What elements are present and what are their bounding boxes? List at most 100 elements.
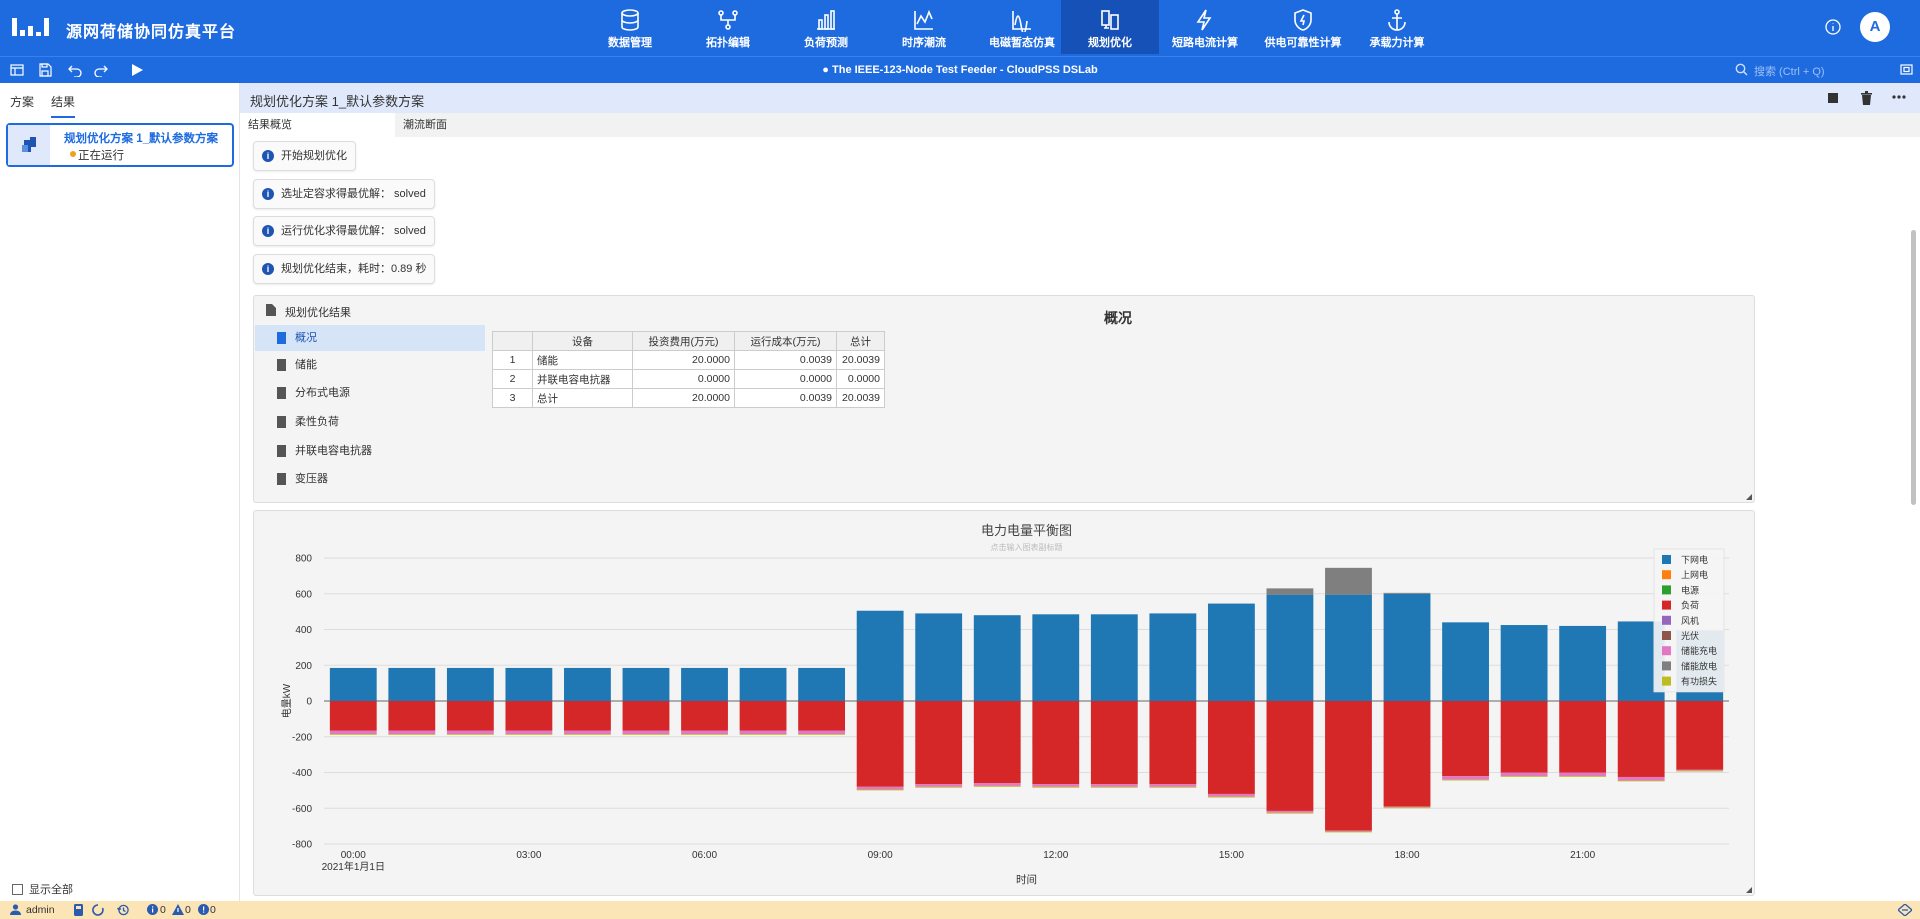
document-icon xyxy=(277,416,286,428)
bar-segment xyxy=(1266,588,1314,595)
tab-plans[interactable]: 方案 xyxy=(10,95,35,109)
document-icon xyxy=(277,332,286,344)
resize-handle-icon[interactable] xyxy=(1746,887,1752,893)
nav-data-management[interactable]: 数据管理 xyxy=(581,0,679,54)
bar-segment xyxy=(915,784,963,787)
tab-results[interactable]: 结果 xyxy=(51,93,76,118)
log-message-text: 运行优化求得最优解： solved xyxy=(281,225,426,237)
planning-document-icon xyxy=(22,137,36,152)
info-count-icon[interactable] xyxy=(147,904,158,915)
bar-segment xyxy=(1207,796,1255,798)
anchor-icon xyxy=(1388,9,1406,31)
document-icon xyxy=(277,387,286,399)
bar-segment xyxy=(1207,603,1255,701)
storage-icon[interactable] xyxy=(74,904,83,916)
bar-segment xyxy=(1442,776,1489,780)
database-icon xyxy=(621,9,639,31)
warning-count-icon[interactable] xyxy=(172,904,184,915)
result-item-overview[interactable]: 概况 xyxy=(255,325,485,351)
info-icon[interactable] xyxy=(1825,19,1841,35)
bar-segment xyxy=(739,730,787,735)
delete-icon[interactable] xyxy=(1860,91,1873,105)
document-title: ● The IEEE-123-Node Test Feeder - CloudP… xyxy=(822,64,1098,76)
more-options-icon[interactable] xyxy=(1892,94,1906,100)
table-cell: 20.0039 xyxy=(836,350,885,370)
nav-load-forecast[interactable]: 负荷预测 xyxy=(777,0,875,54)
user-icon xyxy=(10,904,21,915)
nav-hosting-capacity[interactable]: 承载力计算 xyxy=(1348,0,1446,54)
show-all-checkbox[interactable]: 显示全部 xyxy=(12,881,73,897)
table-row: 2 并联电容电抗器 0.0000 0.0000 0.0000 xyxy=(492,369,885,389)
status-user[interactable]: admin xyxy=(26,904,55,916)
result-item-storage[interactable]: 储能 xyxy=(255,352,485,378)
table-row: 1 储能 20.0000 0.0039 20.0039 xyxy=(492,350,885,370)
undo-icon[interactable] xyxy=(68,63,82,77)
error-count-icon[interactable] xyxy=(198,904,209,915)
stop-icon[interactable] xyxy=(1827,92,1839,104)
plan-card[interactable]: 规划优化方案 1_默认参数方案 正在运行 xyxy=(6,123,234,167)
x-tick-label: 18:00 xyxy=(1395,850,1420,861)
result-item-shunt-capacitor-reactor[interactable]: 并联电容电抗器 xyxy=(255,438,485,464)
result-panel-title: 规划优化结果 xyxy=(285,307,351,319)
column-header: 设备 xyxy=(532,331,633,351)
nav-label: 负荷预测 xyxy=(804,37,848,49)
result-item-transformer[interactable]: 变压器 xyxy=(255,466,485,492)
nav-label: 数据管理 xyxy=(608,37,652,49)
x-tick-label: 03:00 xyxy=(516,850,541,861)
x-tick-label: 21:00 xyxy=(1570,850,1595,861)
log-message-text: 规划优化结束，耗时：0.89 秒 xyxy=(281,263,427,275)
table-cell: 1 xyxy=(492,350,533,370)
bar-segment xyxy=(798,730,846,735)
redo-icon[interactable] xyxy=(94,63,108,77)
legend-swatch xyxy=(1662,661,1671,671)
nav-time-series-flow[interactable]: 时序潮流 xyxy=(875,0,973,54)
table-row: 3 总计 20.0000 0.0039 20.0039 xyxy=(492,388,885,408)
feedback-icon[interactable] xyxy=(1898,904,1912,916)
y-tick-label: -600 xyxy=(292,804,312,815)
bar-segment xyxy=(622,730,670,735)
legend-swatch xyxy=(1662,646,1671,656)
fullscreen-icon[interactable] xyxy=(1900,63,1913,76)
layout-icon[interactable] xyxy=(10,63,24,77)
nav-em-transient[interactable]: 电磁暂态仿真 xyxy=(973,0,1071,54)
save-icon[interactable] xyxy=(38,63,52,77)
x-tick-label: 12:00 xyxy=(1043,850,1068,861)
nav-supply-reliability[interactable]: 供电可靠性计算 xyxy=(1254,0,1352,54)
bar-segment xyxy=(1442,622,1489,701)
main-area: 规划优化方案 1_默认参数方案 结果概览 潮流断面 i 开始规划优化 i 选址定容求… xyxy=(240,83,1920,901)
info-circle-icon: i xyxy=(262,150,274,162)
bar-segment xyxy=(1149,613,1197,701)
y-tick-label: -400 xyxy=(292,768,312,779)
y-tick-label: -800 xyxy=(292,840,312,851)
bar-segment xyxy=(388,667,436,701)
nav-planning-optimization[interactable]: 规划优化 xyxy=(1061,0,1159,54)
power-balance-chart-panel: 电力电量平衡图 点击输入图表副标题 800 600 400 200 0 -200 -400 -60… xyxy=(253,510,1755,896)
result-content: i 开始规划优化 i 选址定容求得最优解： solved i 运行优化求得最优解： s… xyxy=(240,137,1920,901)
result-item-flexible-load[interactable]: 柔性负荷 xyxy=(255,409,485,435)
bar-segment xyxy=(915,786,963,788)
document-icon xyxy=(277,359,286,371)
history-icon[interactable] xyxy=(117,904,129,916)
tab-result-overview[interactable]: 结果概览 xyxy=(240,113,395,137)
scrollbar-thumb[interactable] xyxy=(1911,230,1916,505)
run-icon[interactable] xyxy=(130,63,144,77)
app-title: 源网荷储协同仿真平台 xyxy=(66,24,237,41)
result-item-distributed-generation[interactable]: 分布式电源 xyxy=(255,380,485,406)
bar-segment xyxy=(1559,776,1607,777)
search-input[interactable]: 搜索 (Ctrl + Q) xyxy=(1735,62,1885,78)
nav-topology-edit[interactable]: 拓扑编辑 xyxy=(679,0,777,54)
resize-handle-icon[interactable] xyxy=(1746,494,1752,500)
tab-strip-filler xyxy=(775,113,1920,137)
chart-subtitle: 点击输入图表副标题 xyxy=(991,542,1063,552)
nav-short-circuit[interactable]: 短路电流计算 xyxy=(1156,0,1254,54)
table-cell: 20.0000 xyxy=(632,388,735,408)
tab-power-flow-section[interactable]: 潮流断面 xyxy=(395,113,775,137)
bar-segment xyxy=(1325,594,1372,701)
user-avatar[interactable]: A xyxy=(1860,12,1890,42)
y-tick-label: 0 xyxy=(306,697,312,708)
bar-segment xyxy=(798,734,846,735)
info-circle-icon: i xyxy=(262,225,274,237)
bar-segment xyxy=(798,701,846,731)
planning-icon xyxy=(1101,10,1119,30)
